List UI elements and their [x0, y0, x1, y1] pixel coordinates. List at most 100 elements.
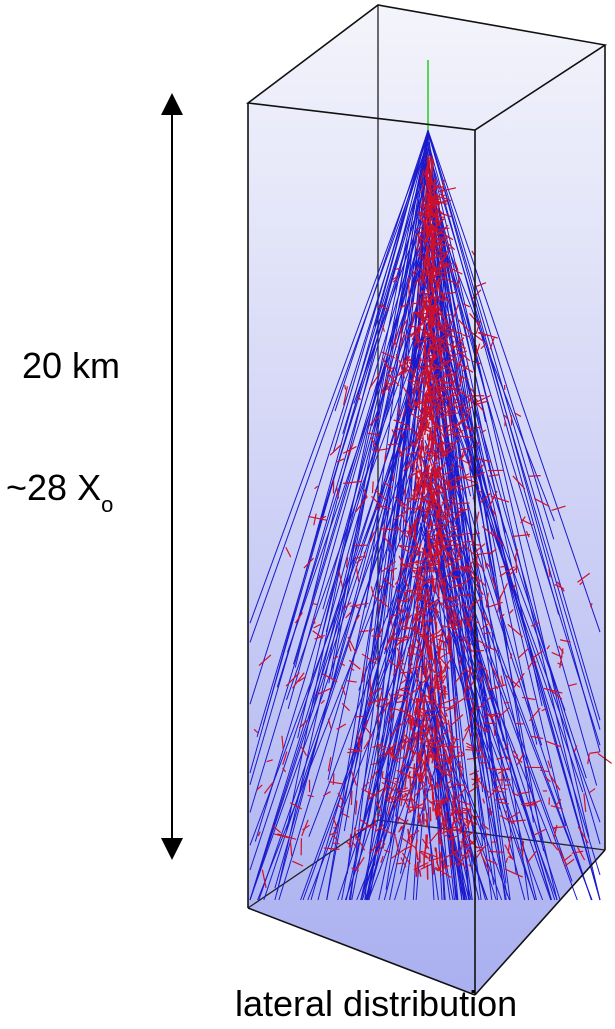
- track: [347, 750, 361, 754]
- track: [452, 502, 470, 505]
- track: [424, 657, 436, 674]
- track: [419, 772, 426, 786]
- track: [370, 586, 375, 596]
- track: [499, 815, 515, 825]
- track: [488, 809, 493, 814]
- track: [303, 557, 314, 569]
- track: [434, 580, 438, 594]
- track: [437, 638, 446, 643]
- track: [411, 773, 419, 790]
- track: [439, 697, 458, 706]
- track: [453, 862, 461, 866]
- track: [450, 749, 454, 764]
- track: [475, 511, 480, 522]
- track: [413, 505, 421, 514]
- track: [463, 831, 467, 843]
- track: [419, 566, 422, 576]
- track: [533, 661, 537, 667]
- track: [473, 400, 489, 406]
- track: [355, 614, 361, 622]
- track: [407, 830, 420, 839]
- track: [462, 645, 466, 653]
- track: [384, 849, 391, 853]
- track: [486, 563, 491, 569]
- track: [333, 655, 339, 660]
- track: [431, 439, 434, 456]
- track: [437, 277, 440, 284]
- track: [444, 497, 450, 514]
- track: [348, 667, 355, 671]
- track: [588, 788, 596, 794]
- track: [438, 640, 446, 644]
- track: [417, 412, 423, 418]
- track: [311, 229, 431, 713]
- track: [416, 597, 419, 608]
- track: [437, 649, 440, 665]
- track: [403, 798, 412, 813]
- track: [453, 631, 460, 637]
- track: [432, 859, 435, 875]
- track: [376, 813, 383, 817]
- track: [438, 187, 457, 193]
- track: [465, 742, 474, 748]
- track: [437, 527, 441, 538]
- track: [429, 262, 432, 271]
- track: [431, 284, 435, 299]
- track: [531, 621, 540, 627]
- track: [429, 170, 432, 183]
- track: [421, 312, 432, 320]
- track: [420, 708, 426, 712]
- track: [402, 564, 422, 571]
- track: [466, 395, 476, 404]
- track: [444, 479, 451, 487]
- track: [529, 474, 541, 477]
- track: [385, 584, 433, 890]
- track: [381, 776, 398, 786]
- track: [375, 801, 382, 811]
- track: [449, 442, 458, 451]
- track: [424, 343, 427, 358]
- track: [464, 426, 482, 430]
- track: [490, 495, 510, 503]
- track: [424, 843, 427, 854]
- track: [507, 566, 519, 577]
- track: [436, 647, 447, 651]
- track: [443, 581, 447, 601]
- track: [468, 864, 473, 869]
- track: [427, 148, 601, 730]
- track: [423, 660, 426, 676]
- track: [444, 557, 462, 568]
- track: [434, 681, 437, 690]
- track: [433, 234, 447, 252]
- track: [452, 388, 462, 406]
- track: [421, 291, 435, 300]
- track: [460, 446, 475, 451]
- track: [434, 609, 438, 624]
- track: [507, 623, 524, 638]
- track: [471, 289, 482, 300]
- track: [363, 781, 370, 788]
- track: [460, 604, 463, 610]
- track: [424, 379, 427, 388]
- track: [441, 861, 446, 876]
- track: [403, 331, 406, 338]
- track: [372, 447, 390, 452]
- track: [451, 616, 468, 628]
- track: [500, 565, 507, 568]
- track: [413, 534, 419, 549]
- track: [342, 157, 428, 434]
- track: [442, 321, 448, 326]
- track: [368, 750, 425, 901]
- track: [459, 583, 463, 590]
- track: [432, 386, 436, 394]
- track: [494, 685, 499, 690]
- track: [426, 500, 430, 511]
- track: [412, 613, 417, 624]
- track: [406, 744, 416, 756]
- track: [446, 328, 463, 335]
- track: [374, 843, 386, 855]
- track: [285, 672, 300, 687]
- track: [347, 636, 357, 654]
- track: [347, 680, 357, 683]
- track: [442, 534, 447, 539]
